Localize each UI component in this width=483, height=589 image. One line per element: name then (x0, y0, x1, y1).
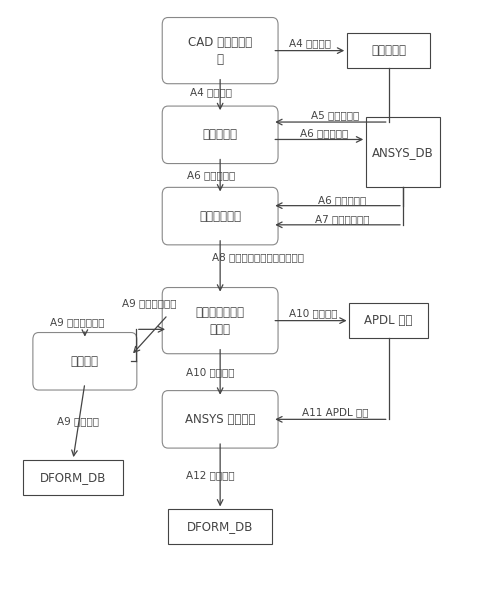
Text: A9 设定工艺参数: A9 设定工艺参数 (122, 298, 177, 308)
Text: ANSYS_DB: ANSYS_DB (372, 145, 434, 159)
Bar (366, 117, 440, 187)
FancyBboxPatch shape (162, 187, 278, 245)
Text: A10 分析结果: A10 分析结果 (289, 309, 338, 319)
Text: A8 设定分网、约束和加载原则: A8 设定分网、约束和加载原则 (212, 253, 304, 263)
Text: A11 APDL 文件: A11 APDL 文件 (302, 408, 369, 418)
Text: A9 工艺参数: A9 工艺参数 (57, 416, 99, 426)
Text: ANSYS 数值模拟: ANSYS 数值模拟 (185, 413, 256, 426)
FancyBboxPatch shape (162, 287, 278, 354)
Text: A7 结果整体模型: A7 结果整体模型 (315, 214, 369, 224)
Bar (168, 509, 272, 544)
Text: A6 结果子模型: A6 结果子模型 (186, 170, 235, 180)
FancyBboxPatch shape (162, 391, 278, 448)
Text: A12 分析结果: A12 分析结果 (186, 470, 235, 480)
Bar (347, 33, 430, 68)
FancyBboxPatch shape (162, 106, 278, 164)
Text: APDL 文件: APDL 文件 (365, 314, 413, 327)
Text: A6 结果子模型: A6 结果子模型 (318, 195, 367, 205)
Text: A5 数据点文件: A5 数据点文件 (311, 110, 359, 120)
Text: A4 采集结果: A4 采集结果 (289, 38, 331, 48)
Bar (23, 460, 123, 495)
Text: CAD 数据点的采
集: CAD 数据点的采 集 (188, 35, 252, 65)
Text: A4 采集结果: A4 采集结果 (190, 87, 232, 97)
Text: 建立子模型: 建立子模型 (203, 128, 238, 141)
Text: 整体模型建立: 整体模型建立 (199, 210, 241, 223)
FancyBboxPatch shape (162, 18, 278, 84)
Text: A6 结果子模型: A6 结果子模型 (300, 128, 348, 138)
Text: DFORM_DB: DFORM_DB (187, 520, 253, 533)
Text: 工艺参数: 工艺参数 (71, 355, 99, 368)
Text: A10 分析结果: A10 分析结果 (186, 367, 235, 377)
Text: A9 设定工艺参数: A9 设定工艺参数 (51, 317, 105, 327)
Text: 分网、施加约束
和加载: 分网、施加约束 和加载 (196, 306, 245, 336)
Bar (350, 303, 428, 338)
FancyBboxPatch shape (33, 333, 137, 390)
Text: DFORM_DB: DFORM_DB (40, 471, 106, 484)
Text: 数据点文件: 数据点文件 (371, 44, 406, 57)
